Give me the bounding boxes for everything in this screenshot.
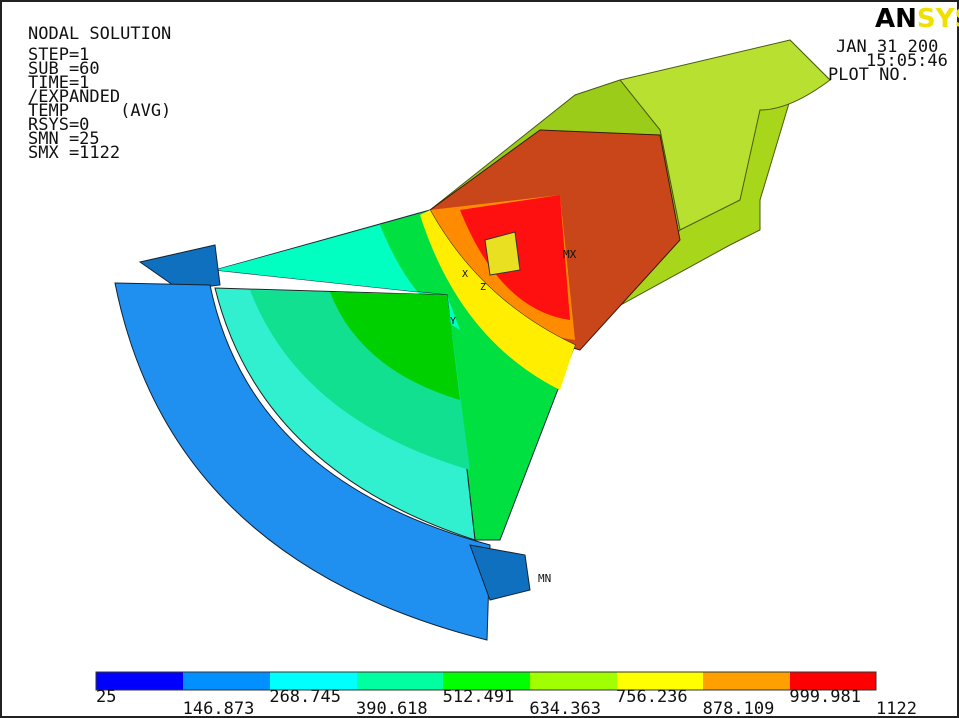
duct-mouth (619, 39, 831, 231)
legend-label: 268.745 (269, 687, 341, 707)
time: 15:05:46 (866, 51, 948, 71)
band (183, 672, 270, 690)
band (703, 672, 790, 690)
ring-top (138, 244, 221, 291)
axis-label: X (462, 269, 468, 280)
header-line: TIME=1 (28, 73, 89, 93)
logo-left: AN (875, 4, 917, 34)
logo-right: SYS (917, 4, 959, 34)
ring-end (469, 544, 531, 601)
axis-label: Z (480, 282, 486, 293)
band (270, 672, 357, 690)
title: NODAL SOLUTION (28, 24, 171, 44)
ring (114, 282, 491, 641)
max-marker: MX (563, 248, 577, 261)
axis-label: Y (450, 316, 456, 327)
legend-labels: 25 146.873 268.745 390.618 512.491 634.363 756… (96, 687, 917, 718)
legend-label: 756.236 (616, 687, 688, 707)
min-marker: MN (538, 572, 551, 585)
band (357, 672, 443, 690)
header-line: RSYS=0 (28, 115, 89, 135)
fan-band (215, 225, 460, 330)
color-bar (95, 671, 877, 691)
header-line: SUB =60 (28, 59, 100, 79)
legend-label: 390.618 (356, 699, 428, 718)
header-line: SMX =1122 (28, 143, 120, 163)
band (96, 672, 183, 690)
bar-outline (95, 671, 877, 691)
legend-label: 634.363 (529, 699, 601, 718)
header-line: TEMP (AVG) (28, 101, 171, 121)
legend-label: 146.873 (183, 699, 255, 718)
band (443, 672, 530, 690)
header-line: /EXPANDED (28, 87, 120, 107)
header-line: SMN =25 (28, 129, 100, 149)
plot-no: PLOT NO. (828, 65, 910, 85)
legend-label: 25 (96, 687, 116, 707)
model (114, 39, 831, 641)
legend-label: 878.109 (703, 699, 775, 718)
band (617, 672, 703, 690)
legend-label: 512.491 (443, 687, 515, 707)
logo: ANSYS (875, 4, 959, 34)
fan-face-core (330, 292, 460, 400)
fan-yellow (420, 210, 575, 390)
band (530, 672, 617, 690)
band (790, 672, 876, 690)
date: JAN 31 200 (836, 37, 938, 57)
header-line: STEP=1 (28, 45, 89, 65)
probe (484, 231, 521, 276)
legend-label: 1122 (876, 699, 917, 718)
legend-label: 999.981 (789, 687, 861, 707)
